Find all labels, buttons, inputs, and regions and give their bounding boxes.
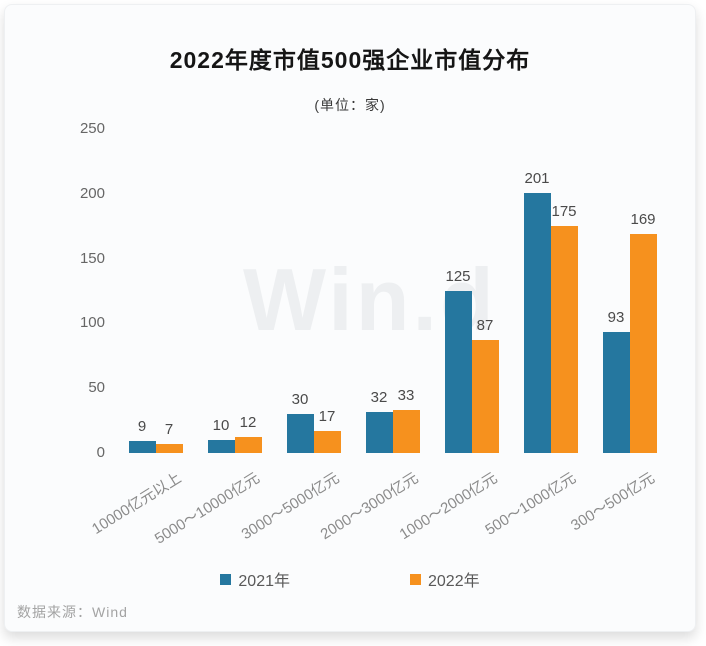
bar-2021年-10000亿元以上 bbox=[128, 441, 156, 453]
bar-value-label: 9 bbox=[137, 418, 147, 436]
bar-2022年-1000～2000亿元 bbox=[471, 340, 499, 453]
chart-legend: 2021年 2022年 bbox=[5, 567, 695, 591]
bar-value-label: 7 bbox=[164, 420, 174, 438]
legend-item-2021年: 2021年 bbox=[220, 567, 290, 591]
x-axis-category-label: 300～500亿元 bbox=[568, 469, 659, 535]
bar-value-label: 87 bbox=[476, 317, 494, 335]
y-axis-tick-label: 0 bbox=[96, 444, 105, 461]
bar-value-label: 12 bbox=[239, 414, 257, 432]
bar-2022年-2000～3000亿元 bbox=[392, 410, 420, 453]
legend-swatch-icon bbox=[410, 573, 421, 585]
bar-2021年-1000～2000亿元 bbox=[444, 291, 472, 453]
y-axis-tick-label: 200 bbox=[79, 184, 105, 202]
bar-value-label: 201 bbox=[524, 169, 550, 187]
bar-chart: Win.d 0 50 100 150 200 250 9 7 10000亿元以上 10 12 5000… bbox=[5, 5, 695, 631]
bar-2021年-5000～10000亿元 bbox=[207, 440, 235, 453]
bar-2022年-300～500亿元 bbox=[629, 233, 657, 453]
legend-swatch-icon bbox=[220, 573, 232, 585]
bar-value-label: 32 bbox=[370, 388, 388, 406]
bar-2022年-10000亿元以上 bbox=[155, 443, 183, 453]
bar-value-label: 30 bbox=[291, 391, 309, 409]
y-axis-tick-label: 150 bbox=[79, 249, 105, 267]
legend-item-2022年: 2022年 bbox=[410, 567, 480, 591]
chart-unit-subtitle: (单位：家) bbox=[314, 97, 386, 113]
bar-2021年-3000～5000亿元 bbox=[286, 414, 314, 453]
bar-value-label: 169 bbox=[630, 210, 656, 228]
legend-label: 2021年 bbox=[238, 573, 290, 590]
bar-value-label: 10 bbox=[212, 417, 230, 435]
data-source-text: 数据来源：Wind bbox=[17, 604, 128, 620]
y-axis-tick-label: 250 bbox=[79, 120, 105, 137]
bar-value-label: 175 bbox=[551, 203, 577, 221]
bar-value-label: 33 bbox=[397, 387, 415, 405]
bar-2021年-300～500亿元 bbox=[602, 332, 630, 453]
chart-card: 2022年度市值500强企业市值分布 (单位：家) Win.d 0 50 100 15… bbox=[4, 4, 696, 632]
bar-value-label: 93 bbox=[607, 309, 625, 327]
y-axis-tick-label: 50 bbox=[88, 379, 105, 397]
bar-2022年-500～1000亿元 bbox=[550, 226, 578, 453]
y-axis-tick-label: 100 bbox=[79, 314, 105, 332]
legend-label: 2022年 bbox=[428, 573, 480, 590]
bar-2021年-500～1000亿元 bbox=[523, 192, 551, 453]
bar-value-label: 125 bbox=[445, 268, 471, 285]
bar-2021年-2000～3000亿元 bbox=[365, 411, 393, 453]
bar-value-label: 17 bbox=[318, 407, 336, 425]
chart-title: 2022年度市值500强企业市值分布 bbox=[169, 47, 531, 73]
bar-2022年-3000～5000亿元 bbox=[313, 430, 341, 453]
bar-2022年-5000～10000亿元 bbox=[234, 437, 262, 453]
